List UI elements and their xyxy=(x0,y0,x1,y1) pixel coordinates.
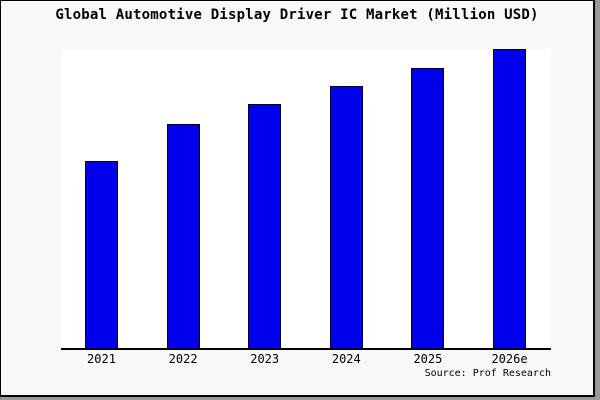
x-tick-label-2024: 2024 xyxy=(331,352,361,366)
plot-area xyxy=(61,49,551,350)
bar-2021 xyxy=(85,161,118,348)
bar-2023 xyxy=(248,104,282,348)
x-tick-label-2025: 2025 xyxy=(413,352,443,366)
bar-2024 xyxy=(329,86,363,348)
source-credit: Source: Prof Research xyxy=(424,368,551,379)
bar-2022 xyxy=(166,124,200,348)
x-tick-label-2021: 2021 xyxy=(87,352,116,366)
bar-2026e xyxy=(493,49,526,348)
x-tick-label-2023: 2023 xyxy=(250,352,280,366)
chart-title: Global Automotive Display Driver IC Mark… xyxy=(55,7,539,23)
x-tick-label-2022: 2022 xyxy=(168,352,198,366)
bar-2025 xyxy=(411,68,445,348)
x-tick-label-2026e: 2026e xyxy=(491,352,528,366)
